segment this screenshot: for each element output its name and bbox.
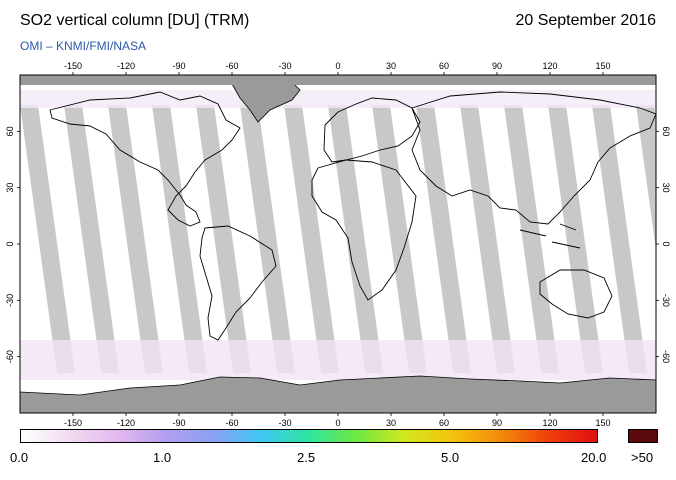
tick-label: -90	[172, 418, 185, 428]
tick-label: -120	[117, 61, 135, 71]
no-data-swath	[372, 105, 427, 373]
tick-label: 0	[5, 241, 15, 246]
tick-label: 60	[5, 126, 15, 136]
tick-label: -30	[661, 294, 671, 307]
tick-label: 30	[386, 61, 396, 71]
south-america-coast	[199, 225, 277, 341]
tick-label: -120	[117, 418, 135, 428]
tick-label: 150	[595, 418, 610, 428]
tick-label: -150	[64, 61, 82, 71]
tick-label: 60	[439, 61, 449, 71]
antarctic-noise-band	[20, 340, 656, 380]
data-credit: OMI – KNMI/FMI/NASA	[20, 39, 147, 53]
asia-coast	[411, 91, 656, 225]
tick-label: 0	[661, 241, 671, 246]
colorbar-label: 20.0	[581, 450, 607, 465]
map-date: 20 September 2016	[515, 12, 656, 29]
no-data-swath	[592, 105, 647, 373]
colorbar-label: 5.0	[441, 450, 460, 465]
lat-ticks-right: 60 30 0 -30 -60	[656, 126, 671, 363]
no-data-swath	[20, 105, 75, 373]
colorbar-label: 0.0	[10, 450, 29, 465]
colorbar-label: 2.5	[297, 450, 316, 465]
africa-coast	[311, 159, 417, 301]
lon-ticks-top: -150 -120 -90 -60 -30 0 30 60 90 120 150	[64, 61, 611, 75]
lon-ticks-bottom: -150 -120 -90 -60 -30 0 30 60 90 120 150	[64, 413, 611, 428]
tick-label: 120	[542, 418, 557, 428]
tick-label: -150	[64, 418, 82, 428]
colorbar-overflow-label: >50	[631, 450, 654, 465]
arctic-cap	[20, 75, 656, 85]
no-data-swath	[196, 105, 251, 373]
tick-label: 30	[386, 418, 396, 428]
tick-label: -30	[5, 294, 15, 307]
coastlines	[49, 91, 656, 341]
tick-label: 150	[595, 61, 610, 71]
tick-label: 60	[439, 418, 449, 428]
tick-label: 90	[492, 418, 502, 428]
tick-label: 0	[335, 418, 340, 428]
tick-label: -60	[661, 350, 671, 363]
tick-label: 0	[335, 61, 340, 71]
no-data-swath	[548, 105, 603, 373]
tick-label: -30	[278, 61, 291, 71]
antarctica-landmass	[20, 375, 656, 413]
tick-label: -30	[278, 418, 291, 428]
tick-label: 30	[661, 183, 671, 193]
no-data-swath	[416, 105, 471, 373]
australia-coast	[539, 269, 613, 319]
north-america-coast	[49, 91, 241, 227]
tick-label: 30	[5, 183, 15, 193]
colorbar-overflow-swatch	[628, 429, 658, 443]
no-data-swath	[636, 105, 656, 250]
no-data-swaths	[20, 105, 656, 373]
colorbar	[20, 429, 598, 443]
no-data-swath	[284, 105, 339, 373]
arctic-noise-band	[20, 90, 656, 108]
no-data-swath	[328, 105, 383, 373]
tick-label: -90	[172, 61, 185, 71]
no-data-swath	[64, 105, 119, 373]
tick-label: 60	[661, 126, 671, 136]
no-data-swath	[460, 105, 515, 373]
tick-label: -60	[225, 418, 238, 428]
map-title: SO2 vertical column [DU] (TRM)	[20, 12, 250, 29]
lat-ticks-left: 60 30 0 -30 -60	[5, 126, 20, 363]
no-data-swath	[504, 105, 559, 373]
indonesia-islands	[519, 223, 581, 249]
tick-label: -60	[225, 61, 238, 71]
no-data-swath	[108, 105, 163, 373]
tick-label: 120	[542, 61, 557, 71]
colorbar-label: 1.0	[153, 450, 172, 465]
tick-label: 90	[492, 61, 502, 71]
no-data-swath	[152, 105, 207, 373]
europe-coast	[323, 97, 421, 163]
no-data-swath	[240, 105, 295, 373]
tick-label: -60	[5, 350, 15, 363]
